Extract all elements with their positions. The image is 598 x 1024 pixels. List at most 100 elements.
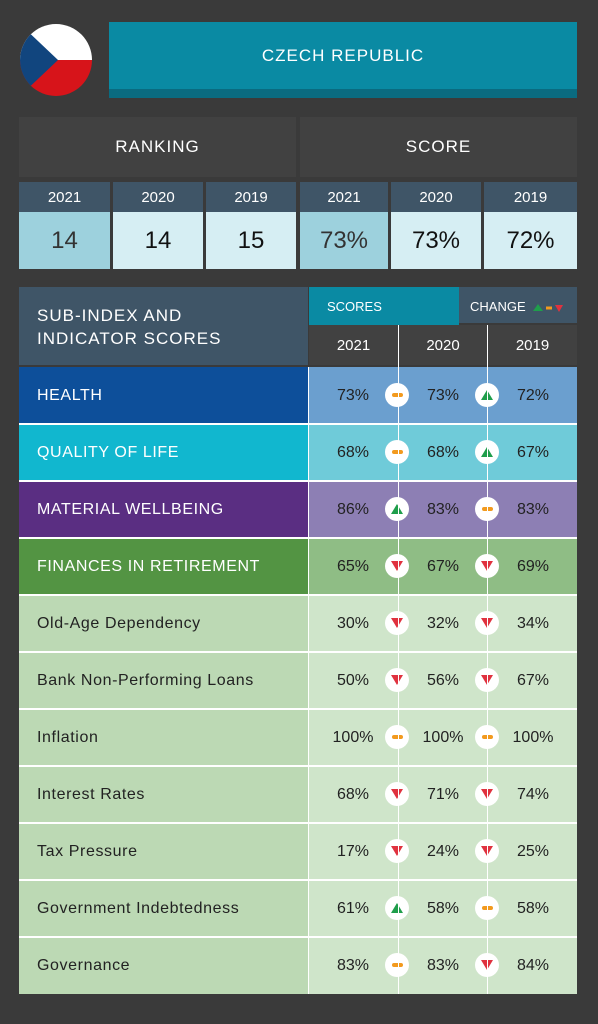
score-cell-2020: 67% <box>426 557 460 575</box>
score-value: 73% <box>300 212 388 269</box>
up-triangle-icon <box>385 497 409 521</box>
score-cell-2020: 32% <box>426 614 460 632</box>
down-triangle-icon <box>385 668 409 692</box>
score-cell-2021: 50% <box>336 671 370 689</box>
ranking-year: 2020 <box>113 182 203 212</box>
sub-index-heading-line2: INDICATOR SCORES <box>37 329 222 348</box>
score-cell-2020: 83% <box>426 956 460 974</box>
score-cell-2020: 24% <box>426 842 460 860</box>
row-divider <box>19 708 577 710</box>
change-label: CHANGE <box>470 299 526 314</box>
row-label: Old-Age Dependency <box>19 595 308 652</box>
score-cell-2020: 68% <box>426 443 460 461</box>
score-cell-2019: 72% <box>516 386 550 404</box>
score-cell-2019: 67% <box>516 671 550 689</box>
score-cell-2021: 17% <box>336 842 370 860</box>
score-cell-2019: 34% <box>516 614 550 632</box>
row-values: 83% 83% 84% <box>309 937 577 994</box>
row-label: QUALITY OF LIFE <box>19 424 308 481</box>
sub-index-heading: SUB-INDEX AND INDICATOR SCORES <box>19 287 308 365</box>
column-year-2020: 2020 <box>399 325 487 365</box>
row-values: 68% 71% 74% <box>309 766 577 823</box>
score-year: 2021 <box>300 182 388 212</box>
change-legend: CHANGE <box>459 287 577 323</box>
down-triangle-icon <box>385 611 409 635</box>
dash-icon <box>385 383 409 407</box>
row-label: FINANCES IN RETIREMENT <box>19 538 308 595</box>
row-divider <box>19 879 577 881</box>
row-label: Inflation <box>19 709 308 766</box>
dash-icon <box>546 306 553 310</box>
down-triangle-icon <box>555 304 564 312</box>
score-cell-2020: 71% <box>426 785 460 803</box>
dash-icon <box>385 953 409 977</box>
score-cell-2021: 100% <box>332 728 374 746</box>
row-label: HEALTH <box>19 367 308 424</box>
row-divider <box>19 480 577 482</box>
row-divider <box>19 651 577 653</box>
row-values: 65% 67% 69% <box>309 538 577 595</box>
ranking-value: 14 <box>113 212 203 269</box>
row-divider <box>19 594 577 596</box>
row-values: 17% 24% 25% <box>309 823 577 880</box>
row-values: 30% 32% 34% <box>309 595 577 652</box>
row-divider <box>19 423 577 425</box>
sub-index-heading-line1: SUB-INDEX AND <box>37 306 183 325</box>
row-values: 73% 73% 72% <box>309 367 577 424</box>
row-divider <box>19 765 577 767</box>
score-cell-2021: 65% <box>336 557 370 575</box>
up-triangle-icon <box>533 303 544 311</box>
score-cell-2020: 73% <box>426 386 460 404</box>
dash-icon <box>385 440 409 464</box>
score-cell-2019: 69% <box>516 557 550 575</box>
row-label: MATERIAL WELLBEING <box>19 481 308 538</box>
ranking-value: 14 <box>19 212 110 269</box>
column-year-2019: 2019 <box>488 325 577 365</box>
score-cell-2019: 58% <box>516 899 550 917</box>
score-cell-2019: 67% <box>516 443 550 461</box>
ranking-year: 2021 <box>19 182 110 212</box>
row-label: Interest Rates <box>19 766 308 823</box>
score-cell-2021: 68% <box>336 785 370 803</box>
score-cell-2019: 83% <box>516 500 550 518</box>
country-title: CZECH REPUBLIC <box>261 45 425 65</box>
row-label: Government Indebtedness <box>19 880 308 937</box>
ranking-year: 2019 <box>206 182 296 212</box>
down-triangle-icon <box>385 554 409 578</box>
row-label: Tax Pressure <box>19 823 308 880</box>
score-cell-2021: 83% <box>336 956 370 974</box>
score-cell-2019: 100% <box>512 728 554 746</box>
row-label: Governance <box>19 937 308 994</box>
row-values: 100% 100% 100% <box>309 709 577 766</box>
column-divider <box>398 325 399 994</box>
scores-label: SCORES <box>309 287 459 325</box>
score-cell-2021: 68% <box>336 443 370 461</box>
score-cell-2019: 25% <box>516 842 550 860</box>
down-triangle-icon <box>385 839 409 863</box>
column-year-2021: 2021 <box>309 325 398 365</box>
row-values: 68% 68% 67% <box>309 424 577 481</box>
score-cell-2020: 100% <box>422 728 464 746</box>
up-triangle-icon <box>385 896 409 920</box>
row-divider <box>19 936 577 938</box>
ranking-heading: RANKING <box>19 117 296 177</box>
score-cell-2021: 73% <box>336 386 370 404</box>
score-cell-2020: 83% <box>426 500 460 518</box>
ranking-value: 15 <box>206 212 296 269</box>
score-cell-2020: 56% <box>426 671 460 689</box>
score-year: 2020 <box>391 182 481 212</box>
country-title-bar: CZECH REPUBLIC <box>109 22 577 98</box>
score-cell-2021: 30% <box>336 614 370 632</box>
score-cell-2021: 61% <box>336 899 370 917</box>
down-triangle-icon <box>385 782 409 806</box>
row-label: Bank Non-Performing Loans <box>19 652 308 709</box>
czech-flag-icon <box>20 24 92 96</box>
row-divider <box>19 537 577 539</box>
score-cell-2020: 58% <box>426 899 460 917</box>
score-year: 2019 <box>484 182 577 212</box>
dash-icon <box>385 725 409 749</box>
score-heading: SCORE <box>300 117 577 177</box>
score-cell-2019: 84% <box>516 956 550 974</box>
row-divider <box>19 822 577 824</box>
column-divider <box>308 367 309 994</box>
